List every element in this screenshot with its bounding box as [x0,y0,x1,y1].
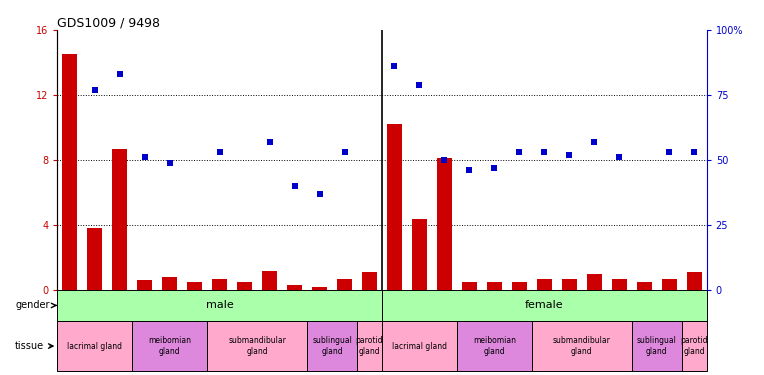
Bar [382,290,707,321]
Text: female: female [525,300,564,310]
Text: lacrimal gland: lacrimal gland [392,342,447,351]
Bar [462,282,477,290]
Bar [512,282,527,290]
Bar [162,277,177,290]
Text: GDS1009 / 9498: GDS1009 / 9498 [57,17,160,30]
Text: male: male [206,300,234,310]
Text: parotid
gland: parotid gland [356,336,384,356]
Bar [636,282,652,290]
Text: sublingual
gland: sublingual gland [637,336,677,356]
Bar [262,270,277,290]
Bar [57,290,382,321]
Bar [382,321,457,371]
Bar [532,321,632,371]
Bar [63,54,77,290]
Bar [587,274,602,290]
Bar [57,321,132,371]
Text: lacrimal gland: lacrimal gland [67,342,122,351]
Bar [687,272,701,290]
Bar [212,279,227,290]
Bar [207,321,307,371]
Bar [632,321,681,371]
Bar [112,148,128,290]
Text: tissue: tissue [15,341,53,351]
Text: meibomian
gland: meibomian gland [473,336,516,356]
Text: parotid
gland: parotid gland [681,336,708,356]
Bar [132,321,207,371]
Bar [662,279,677,290]
Bar [387,124,402,290]
Bar [681,321,707,371]
Bar [412,219,427,290]
Text: gender: gender [15,300,56,310]
Bar [307,321,357,371]
Bar [487,282,502,290]
Bar [87,228,102,290]
Text: submandibular
gland: submandibular gland [228,336,286,356]
Bar [437,158,452,290]
Bar [138,280,152,290]
Bar [337,279,352,290]
Bar [362,272,377,290]
Bar [612,279,626,290]
Bar [357,321,382,371]
Bar [287,285,302,290]
Text: submandibular
gland: submandibular gland [553,336,610,356]
Bar [562,279,577,290]
Text: meibomian
gland: meibomian gland [148,336,191,356]
Bar [187,282,202,290]
Bar [537,279,552,290]
Bar [312,287,327,290]
Bar [457,321,532,371]
Text: sublingual
gland: sublingual gland [312,336,352,356]
Bar [237,282,252,290]
